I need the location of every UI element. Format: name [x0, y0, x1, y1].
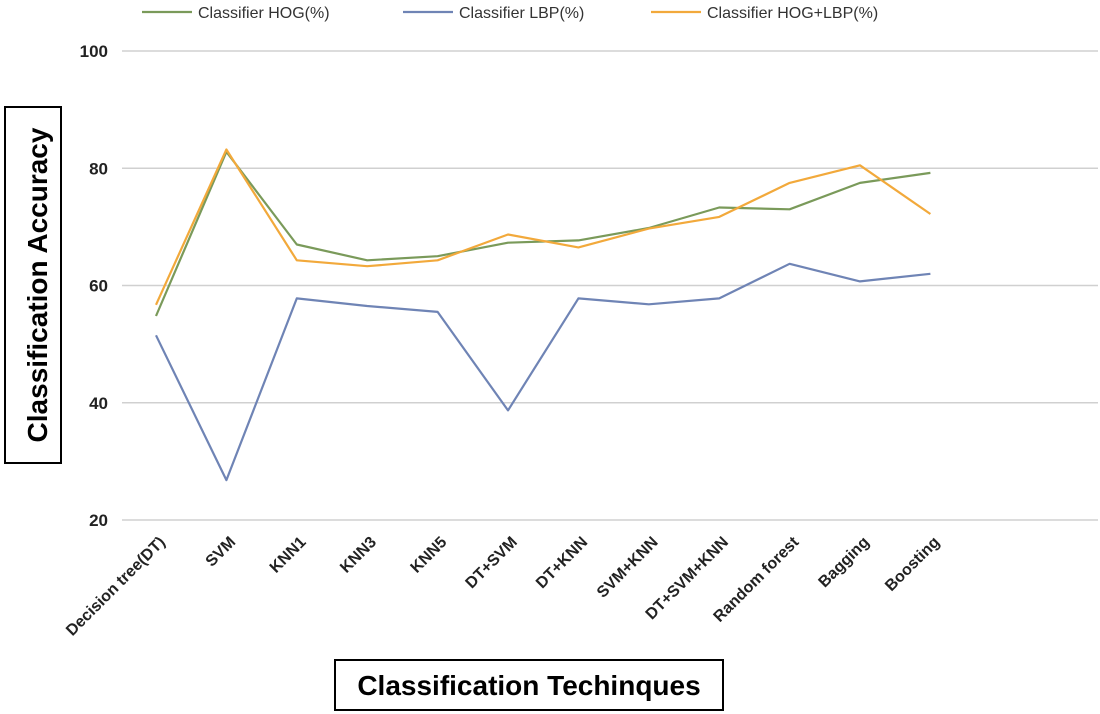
x-axis-title-box: [334, 659, 724, 711]
series-line-2: [154, 148, 932, 306]
x-tick-label: SVM: [203, 534, 240, 571]
legend-label: Classifier HOG(%): [198, 5, 330, 22]
x-tick-label: DT+SVM: [463, 534, 521, 592]
y-tick-label: 100: [80, 42, 108, 61]
x-tick-label: Bagging: [816, 534, 873, 591]
x-axis-title: Classification Techinques: [357, 670, 700, 701]
series-line-1: [155, 262, 931, 482]
y-tick-label: 60: [89, 277, 108, 296]
y-tick-label: 20: [89, 511, 108, 530]
legend-label: Classifier HOG+LBP(%): [707, 5, 878, 22]
x-tick-label: Boosting: [882, 534, 943, 595]
legend-label: Classifier LBP(%): [459, 5, 584, 22]
x-tick-label: KNN3: [337, 534, 380, 577]
y-axis-title-box: [4, 106, 62, 464]
y-axis-title: Classification Accuracy: [22, 127, 53, 442]
gridlines: [122, 50, 1098, 521]
x-axis-ticks: Decision tree(DT) SVM KNN1 KNN3 KNN5 DT+SVM DT…: [63, 533, 943, 639]
y-axis-ticks: 20 40 60 80 100: [80, 42, 108, 530]
x-tick-label: DT+KNN: [533, 534, 591, 592]
legend: Classifier HOG(%) Classifier LBP(%) Classi…: [142, 5, 878, 22]
y-tick-label: 80: [89, 159, 108, 178]
series-lines: [154, 148, 932, 482]
x-tick-label: KNN1: [267, 534, 310, 577]
y-axis-title-group: Classification Accuracy: [4, 106, 62, 464]
x-axis-title-group: Classification Techinques: [334, 659, 724, 711]
x-tick-label: Decision tree(DT): [63, 534, 169, 640]
y-tick-label: 40: [89, 394, 108, 413]
x-tick-label: SVM+KNN: [594, 534, 662, 602]
x-tick-label: KNN5: [408, 534, 451, 577]
